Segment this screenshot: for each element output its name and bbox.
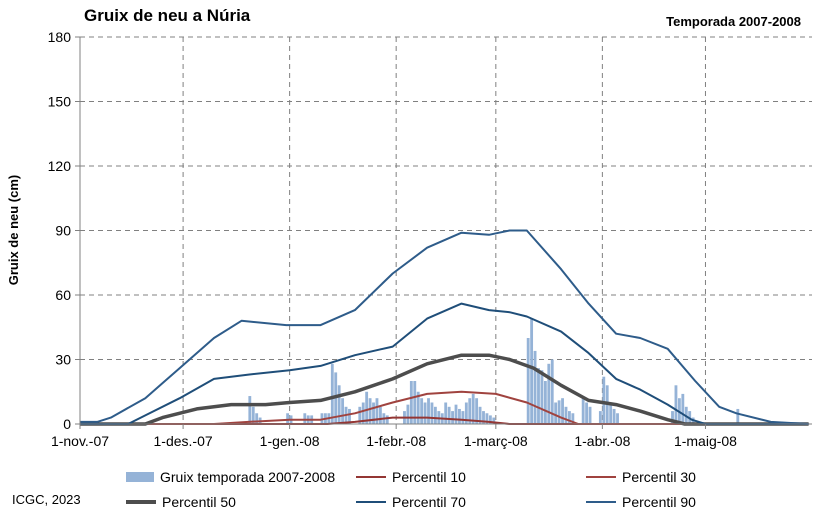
snow-depth-bar xyxy=(365,391,369,424)
snow-depth-bar xyxy=(368,398,372,424)
x-tick-label: 1-des.-07 xyxy=(154,433,213,449)
line-p70 xyxy=(80,302,809,425)
snow-depth-bar xyxy=(372,402,375,424)
snow-depth-bar xyxy=(612,408,616,424)
x-tick-label: 1-gen.-08 xyxy=(260,433,320,449)
snow-depth-bar xyxy=(375,398,379,424)
line-p10 xyxy=(80,416,809,425)
snow-depth-bar xyxy=(444,402,448,424)
snow-depth-bar xyxy=(251,406,255,424)
chart-title: Gruix de neu a Núria xyxy=(84,6,251,25)
y-tick-label: 150 xyxy=(48,94,72,110)
line-p90 xyxy=(80,229,809,425)
snow-depth-bar xyxy=(533,350,537,424)
snow-depth-bar xyxy=(571,413,575,424)
snow-depth-bar xyxy=(526,338,530,424)
snow-depth-bar xyxy=(330,363,334,424)
snow-depth-bar xyxy=(530,318,534,424)
snow-depth-bar xyxy=(488,415,492,424)
snow-depth-bar xyxy=(451,411,454,424)
snow-depth-bar xyxy=(564,406,568,424)
snow-depth-bar xyxy=(485,413,489,424)
y-tick-label: 180 xyxy=(48,29,72,45)
y-tick-label: 60 xyxy=(55,287,71,303)
snow-depth-bar xyxy=(416,391,420,424)
snow-depth-bar xyxy=(557,400,561,424)
snow-depth-bar xyxy=(581,398,585,424)
bar-series-layer xyxy=(248,318,740,424)
snow-depth-bar xyxy=(736,408,740,424)
snow-depth-bar xyxy=(616,413,619,424)
season-label: Temporada 2007-2008 xyxy=(666,14,801,29)
snow-depth-bar xyxy=(681,393,685,424)
snow-depth-bar xyxy=(540,370,544,424)
snow-depth-bar xyxy=(348,408,351,424)
snow-depth-bar xyxy=(248,396,252,424)
x-tick-label: 1-nov.-07 xyxy=(51,433,109,449)
credit-label: ICGC, 2023 xyxy=(12,492,81,507)
snow-depth-bar xyxy=(671,411,674,424)
snow-depth-bar xyxy=(547,363,551,424)
x-tick-label: 1-febr.-08 xyxy=(366,433,426,449)
snow-depth-bar xyxy=(427,398,430,424)
snow-depth-bar xyxy=(337,385,341,424)
snow-depth-bar xyxy=(430,402,434,424)
snow-depth-bar xyxy=(492,417,496,424)
snow-depth-bar xyxy=(478,406,482,424)
snow-depth-bar xyxy=(568,411,571,424)
snow-depth-bar xyxy=(598,411,602,424)
snow-depth-bar xyxy=(475,398,479,424)
snow-depth-bar xyxy=(423,402,427,424)
snow-depth-bar xyxy=(588,406,592,424)
snow-depth-bar xyxy=(543,381,547,424)
percentile-lines-layer xyxy=(80,229,809,426)
snow-depth-bar xyxy=(602,376,606,424)
snow-depth-bar xyxy=(471,393,475,424)
snow-depth-bar xyxy=(385,415,389,424)
snow-depth-bar xyxy=(413,381,417,424)
line-p50 xyxy=(80,353,809,426)
snow-depth-bar xyxy=(447,406,451,424)
snow-depth-bar xyxy=(561,398,564,424)
snow-depth-bar xyxy=(674,385,678,424)
x-tick-label: 1-maig-08 xyxy=(674,433,737,449)
y-tick-label: 30 xyxy=(55,352,71,368)
snow-depth-bar xyxy=(406,404,410,424)
snow-depth-bar xyxy=(255,413,259,424)
snow-depth-bar xyxy=(433,406,437,424)
snow-depth-bar xyxy=(303,413,307,424)
snow-depth-bar xyxy=(554,402,558,424)
snow-depth-bar xyxy=(609,402,613,424)
snow-depth-bar xyxy=(378,406,382,424)
snow-depth-bar xyxy=(468,398,472,424)
snow-depth-bar xyxy=(341,398,345,424)
line-p30 xyxy=(80,390,809,425)
snow-depth-bar xyxy=(420,398,424,424)
snow-depth-bar xyxy=(482,411,485,424)
snow-depth-bar xyxy=(537,368,540,424)
snow-depth-bar xyxy=(550,359,554,424)
grid-layer xyxy=(80,36,812,424)
x-tick-label: 1-març-08 xyxy=(464,433,528,449)
snow-depth-bar xyxy=(286,413,290,424)
snow-depth-bar xyxy=(409,381,413,424)
snow-depth-bar xyxy=(464,402,468,424)
x-tick-label: 1-abr.-08 xyxy=(574,433,630,449)
y-tick-label: 120 xyxy=(48,158,72,174)
snow-depth-bar xyxy=(458,408,461,424)
snow-depth-bar xyxy=(361,402,365,424)
snow-depth-bar xyxy=(454,404,458,424)
axes-layer: 0 30 60 90 120 150 180 1-nov.-07 1-des.-07 1-gen.… xyxy=(48,29,812,449)
snow-depth-bar xyxy=(461,411,465,424)
snow-depth-bar xyxy=(585,402,589,424)
y-tick-label: 90 xyxy=(55,223,71,239)
snow-depth-bar xyxy=(358,406,362,424)
y-tick-label: 0 xyxy=(63,416,71,432)
y-axis-label: Gruix de neu (cm) xyxy=(6,175,21,286)
